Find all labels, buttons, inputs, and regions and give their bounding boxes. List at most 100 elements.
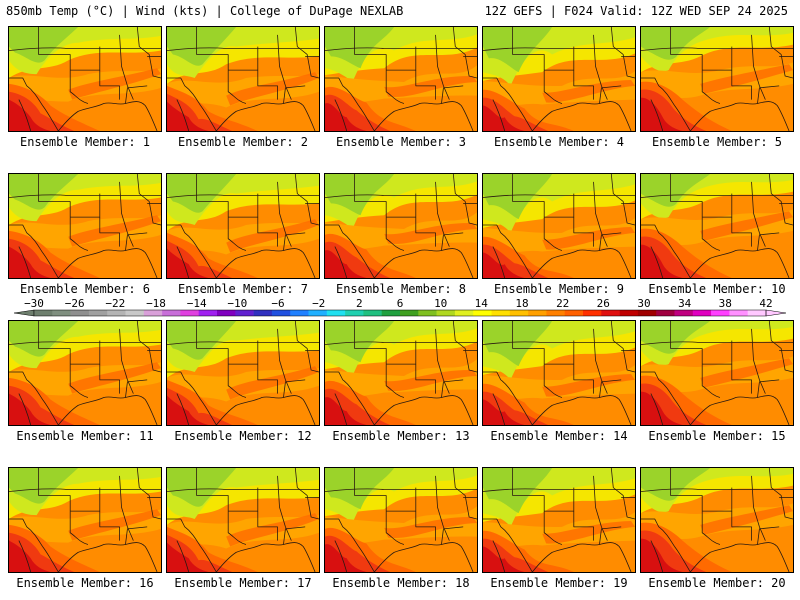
ensemble-member-label: Ensemble Member: 19 bbox=[490, 576, 628, 590]
colorbar-tick-label: 2 bbox=[356, 297, 363, 310]
ensemble-member-label: Ensemble Member: 9 bbox=[493, 282, 625, 296]
ensemble-member-label: Ensemble Member: 11 bbox=[16, 429, 154, 443]
ensemble-member-label: Ensemble Member: 20 bbox=[648, 576, 786, 590]
colorbar-tick-label: −14 bbox=[187, 297, 207, 310]
colorbar-swatch bbox=[217, 310, 236, 316]
ensemble-member-map bbox=[8, 320, 162, 426]
colorbar-tick-label: 14 bbox=[475, 297, 489, 310]
colorbar-swatch bbox=[656, 310, 675, 316]
colorbar-swatch bbox=[601, 310, 620, 316]
colorbar-tick-label: 22 bbox=[556, 297, 569, 310]
ensemble-member-map bbox=[166, 467, 320, 573]
ensemble-member-map bbox=[482, 173, 636, 279]
colorbar-swatch bbox=[637, 310, 657, 316]
colorbar-swatch bbox=[528, 310, 547, 316]
ensemble-member-map bbox=[640, 320, 794, 426]
ensemble-member-map bbox=[8, 26, 162, 132]
colorbar-tick-label: 10 bbox=[434, 297, 447, 310]
colorbar-tick-label: −6 bbox=[271, 297, 284, 310]
ensemble-member-map bbox=[324, 467, 478, 573]
colorbar-swatch bbox=[88, 310, 108, 316]
colorbar-tick-label: −26 bbox=[65, 297, 85, 310]
colorbar-swatch bbox=[546, 310, 565, 316]
ensemble-member-map bbox=[166, 26, 320, 132]
ensemble-member-map bbox=[8, 173, 162, 279]
colorbar-swatch bbox=[143, 310, 163, 316]
ensemble-member-label: Ensemble Member: 6 bbox=[19, 282, 151, 296]
colorbar-swatch bbox=[564, 310, 584, 316]
colorbar-tick-label: −22 bbox=[105, 297, 125, 310]
colorbar-tick-label: 18 bbox=[515, 297, 528, 310]
ensemble-member-label: Ensemble Member: 1 bbox=[19, 135, 151, 149]
ensemble-member-map bbox=[482, 26, 636, 132]
colorbar-swatch bbox=[711, 310, 730, 316]
ensemble-member-label: Ensemble Member: 3 bbox=[335, 135, 467, 149]
ensemble-member-label: Ensemble Member: 10 bbox=[648, 282, 786, 296]
ensemble-member-label: Ensemble Member: 4 bbox=[493, 135, 625, 149]
temperature-colorbar: −30 −26 −22 −18 −14 −10 −6 −2 2 6 10 14 18 22 26 30 34 38… bbox=[13, 297, 787, 317]
ensemble-member-map bbox=[166, 173, 320, 279]
ensemble-member-label: Ensemble Member: 7 bbox=[177, 282, 309, 296]
colorbar-swatch bbox=[52, 310, 71, 316]
colorbar-swatch bbox=[70, 310, 90, 316]
colorbar-tick-label: 38 bbox=[719, 297, 732, 310]
colorbar-swatch bbox=[436, 310, 456, 316]
colorbar-swatch bbox=[729, 310, 748, 316]
colorbar-swatch bbox=[271, 310, 291, 316]
ensemble-member-map bbox=[324, 173, 478, 279]
colorbar-swatch bbox=[454, 310, 474, 316]
colorbar-swatch bbox=[418, 310, 437, 316]
colorbar-swatch bbox=[473, 310, 492, 316]
model-run-info: 12Z GEFS | F024 Valid: 12Z WED SEP 24 20… bbox=[484, 4, 788, 18]
ensemble-member-map bbox=[482, 467, 636, 573]
colorbar-swatch bbox=[400, 310, 419, 316]
ensemble-member-map bbox=[640, 26, 794, 132]
ensemble-member-map bbox=[640, 467, 794, 573]
ensemble-member-map bbox=[324, 26, 478, 132]
colorbar-swatch bbox=[235, 310, 254, 316]
ensemble-member-map bbox=[8, 467, 162, 573]
colorbar-tick-label: −18 bbox=[146, 297, 166, 310]
ensemble-member-label: Ensemble Member: 14 bbox=[490, 429, 628, 443]
ensemble-member-label: Ensemble Member: 8 bbox=[335, 282, 467, 296]
colorbar-outline bbox=[33, 309, 767, 317]
colorbar-tick-label: 34 bbox=[678, 297, 692, 310]
colorbar-swatch bbox=[125, 310, 145, 316]
colorbar-swatch bbox=[308, 310, 328, 316]
colorbar-swatch bbox=[363, 310, 382, 316]
colorbar-swatch bbox=[491, 310, 511, 316]
ensemble-member-map bbox=[640, 173, 794, 279]
colorbar-tick-label: 30 bbox=[637, 297, 650, 310]
ensemble-member-label: Ensemble Member: 18 bbox=[332, 576, 470, 590]
ensemble-member-label: Ensemble Member: 17 bbox=[174, 576, 312, 590]
colorbar-swatch bbox=[583, 310, 602, 316]
colorbar-swatch bbox=[747, 310, 767, 316]
colorbar-swatch bbox=[180, 310, 199, 316]
colorbar-swatch bbox=[326, 310, 346, 316]
colorbar-swatch bbox=[290, 310, 309, 316]
colorbar-tick-label: 6 bbox=[397, 297, 404, 310]
ensemble-member-label: Ensemble Member: 5 bbox=[651, 135, 783, 149]
ensemble-member-label: Ensemble Member: 12 bbox=[174, 429, 312, 443]
colorbar-swatch bbox=[198, 310, 218, 316]
colorbar-swatch bbox=[692, 310, 712, 316]
colorbar-left-arrow bbox=[13, 309, 35, 317]
ensemble-member-label: Ensemble Member: 15 bbox=[648, 429, 786, 443]
colorbar-swatch bbox=[509, 310, 529, 316]
ensemble-member-label: Ensemble Member: 16 bbox=[16, 576, 154, 590]
colorbar-swatch bbox=[107, 310, 126, 316]
colorbar-tick-label: 26 bbox=[597, 297, 610, 310]
colorbar-swatch bbox=[381, 310, 401, 316]
colorbar-swatch bbox=[253, 310, 273, 316]
ensemble-member-map bbox=[482, 320, 636, 426]
colorbar-tick-label: −10 bbox=[227, 297, 247, 310]
colorbar-swatch bbox=[162, 310, 181, 316]
ensemble-member-map bbox=[166, 320, 320, 426]
colorbar-tick-label: 42 bbox=[759, 297, 772, 310]
ensemble-member-label: Ensemble Member: 2 bbox=[177, 135, 309, 149]
colorbar-swatch bbox=[619, 310, 639, 316]
map-title: 850mb Temp (°C) | Wind (kts) | College o… bbox=[6, 4, 404, 18]
colorbar-swatch bbox=[345, 310, 364, 316]
ensemble-member-label: Ensemble Member: 13 bbox=[332, 429, 470, 443]
colorbar-swatch bbox=[34, 310, 53, 316]
